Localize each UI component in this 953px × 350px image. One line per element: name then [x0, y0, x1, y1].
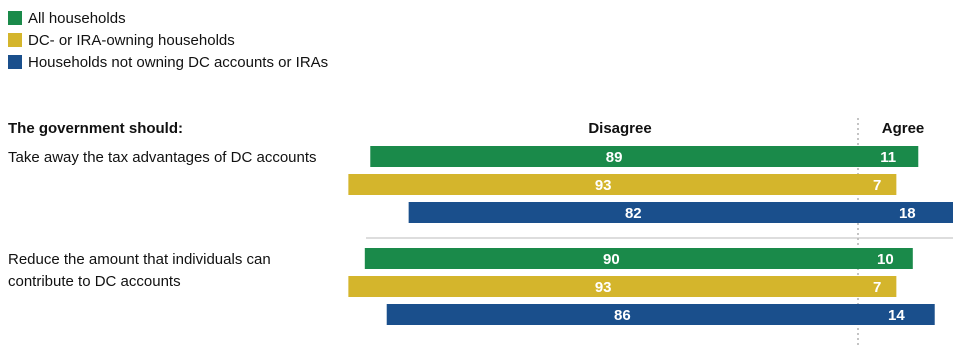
disagree-value-label: 93	[595, 279, 612, 296]
header-label: The government should:	[8, 120, 183, 137]
group-label: Take away the tax advantages of DC accou…	[8, 149, 317, 166]
disagree-header: Disagree	[588, 120, 651, 137]
legend-item: DC- or IRA-owning households	[8, 29, 328, 51]
agree-value-label: 14	[888, 307, 905, 324]
legend-swatch	[8, 11, 22, 25]
legend-swatch	[8, 33, 22, 47]
legend-item: Households not owning DC accounts or IRA…	[8, 51, 328, 73]
agree-value-label: 10	[877, 251, 894, 268]
agree-value-label: 18	[899, 205, 916, 222]
agree-value-label: 7	[873, 177, 881, 194]
legend-item: All households	[8, 7, 328, 29]
disagree-bar	[364, 248, 858, 269]
agree-bar	[858, 202, 953, 223]
disagree-value-label: 90	[603, 251, 620, 268]
legend-label: DC- or IRA-owning households	[28, 31, 235, 49]
disagree-bar	[370, 146, 858, 167]
disagree-bar	[348, 276, 858, 297]
group-label: Reduce the amount that individuals can	[8, 251, 271, 268]
agree-bar	[858, 174, 897, 195]
agree-bar	[858, 248, 913, 269]
legend-label: Households not owning DC accounts or IRA…	[28, 53, 329, 71]
legend-label: All households	[28, 9, 126, 27]
agree-bar	[858, 276, 897, 297]
legend-swatch	[8, 55, 22, 69]
agree-value-label: 11	[880, 149, 896, 166]
group-label: contribute to DC accounts	[8, 273, 181, 290]
disagree-bar	[348, 174, 858, 195]
agree-header: Agree	[882, 120, 925, 137]
disagree-bar	[408, 202, 858, 223]
agree-value-label: 7	[873, 279, 881, 296]
disagree-value-label: 82	[625, 205, 642, 222]
disagree-value-label: 89	[606, 149, 623, 166]
legend: All households DC- or IRA-owning househol…	[8, 7, 328, 73]
disagree-bar	[386, 304, 858, 325]
agree-bar	[858, 146, 919, 167]
disagree-value-label: 86	[614, 307, 631, 324]
disagree-value-label: 93	[595, 177, 612, 194]
agree-bar	[858, 304, 935, 325]
